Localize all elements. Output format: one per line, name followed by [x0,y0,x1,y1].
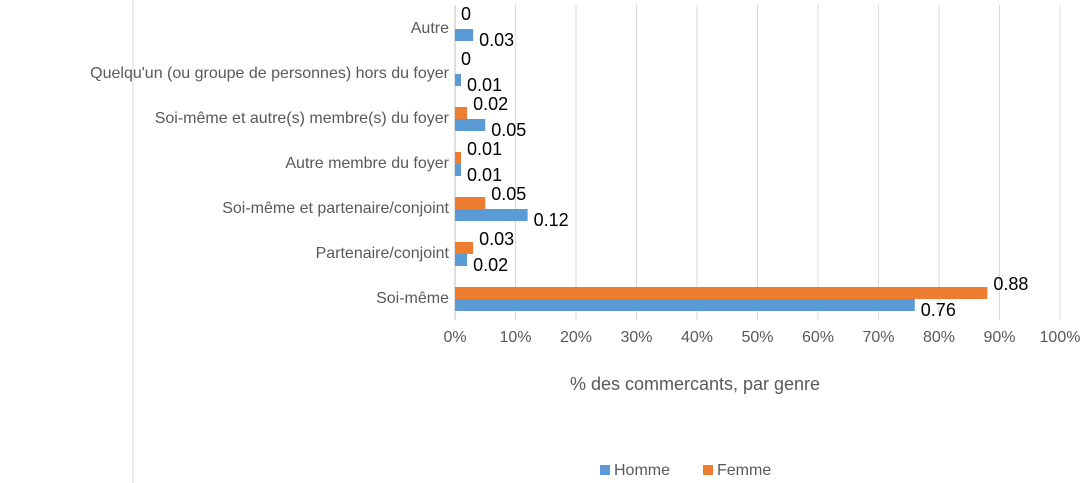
y-tick-label: Soi-même [376,290,449,307]
x-tick-label: 20% [560,329,592,346]
data-label: 0.01 [467,139,502,159]
bar [455,152,462,164]
x-tick-label: 50% [741,329,773,346]
data-label: 0.03 [479,30,514,50]
x-tick-label: 0% [443,329,466,346]
x-tick-label: 60% [802,329,834,346]
y-tick-label: Soi-même et partenaire/conjoint [222,200,449,217]
data-label: 0.02 [473,94,508,114]
bar [455,74,462,86]
data-label: 0.12 [534,210,569,230]
legend-label: Homme [614,462,670,479]
bar [455,299,915,311]
data-label: 0.03 [479,229,514,249]
data-label: 0.88 [993,274,1028,294]
x-tick-label: 30% [620,329,652,346]
legend-swatch [703,465,713,475]
bar [455,254,468,266]
bar [455,119,486,131]
data-label: 0 [461,4,471,24]
data-label: 0.01 [467,75,502,95]
y-tick-label: Autre membre du foyer [285,155,449,172]
bar [455,107,468,119]
x-tick-label: 10% [499,329,531,346]
data-label: 0 [461,49,471,69]
data-label: 0.05 [491,120,526,140]
y-tick-label: Autre [411,20,449,37]
data-label: 0.76 [921,300,956,320]
bar [455,209,528,221]
legend-label: Femme [717,462,771,479]
bar [455,29,474,41]
bar [455,197,486,209]
x-tick-label: 90% [983,329,1015,346]
data-label: 0.02 [473,255,508,275]
bar [455,242,474,254]
y-tick-label: Partenaire/conjoint [316,245,450,262]
data-label: 0.05 [491,184,526,204]
x-tick-label: 80% [923,329,955,346]
x-tick-label: 100% [1040,329,1081,346]
x-tick-label: 40% [681,329,713,346]
bar [455,287,988,299]
bar [455,164,462,176]
y-tick-label: Quelqu'un (ou groupe de personnes) hors … [90,65,450,82]
legend-swatch [600,465,610,475]
y-tick-label: Soi-même et autre(s) membre(s) du foyer [155,110,450,127]
data-label: 0.01 [467,165,502,185]
x-tick-label: 70% [862,329,894,346]
x-axis-title: % des commercants, par genre [570,374,820,394]
